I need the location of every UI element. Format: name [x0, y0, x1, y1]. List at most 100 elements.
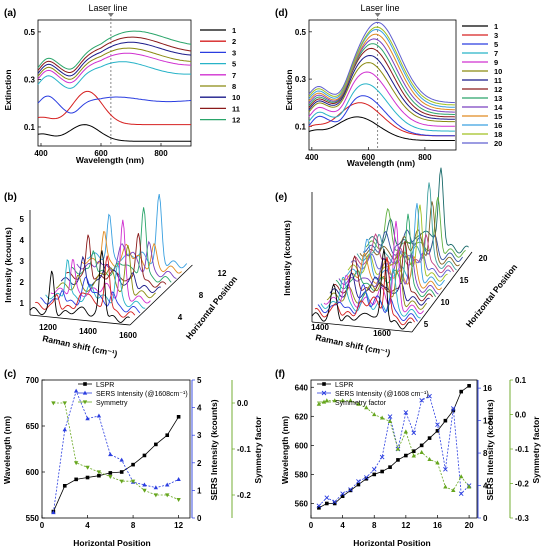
- data-point: [450, 406, 456, 411]
- y-tick-label: 0.3: [295, 75, 307, 84]
- y2-axis-label-c: SERS Intensity (kcounts): [209, 399, 219, 500]
- x-tick-label: 1400: [311, 323, 329, 332]
- position-plot-c: 0 4 8 12550600650700012345-0.2-0.10.0LSPRSE…: [26, 376, 252, 530]
- data-point: [372, 472, 377, 477]
- series-line-12: [308, 47, 455, 118]
- data-point: [356, 401, 361, 406]
- data-point: [62, 401, 67, 406]
- data-point: [411, 449, 416, 453]
- data-point: [459, 389, 463, 394]
- y3-tick-label: 0.0: [515, 411, 527, 420]
- legend-label-7: 7: [232, 71, 236, 80]
- spectrum-line-9: [335, 213, 436, 298]
- data-point: [466, 484, 472, 489]
- data-point: [435, 422, 440, 427]
- data-point: [108, 452, 113, 457]
- data-point: [153, 493, 159, 498]
- x-tick-label: 400: [305, 153, 319, 162]
- x-tick-label: 600: [362, 153, 376, 162]
- x-tick-label: 8: [372, 521, 377, 530]
- y-tick-label: 4: [20, 236, 25, 245]
- data-point: [154, 442, 158, 447]
- series-line-1: [308, 116, 455, 141]
- z-tick-label: 12: [218, 269, 227, 278]
- x-axis-label-b: Raman shift (cm⁻¹): [42, 333, 119, 359]
- spectrum-line-4: [45, 258, 146, 309]
- legend-label-5: 5: [494, 40, 498, 49]
- y3-tick-label: -0.1: [515, 445, 529, 454]
- series-line-5: [37, 61, 191, 89]
- data-point: [458, 491, 464, 496]
- data-point: [142, 453, 147, 458]
- extinction-plot-d: 400 600 800 0.1 0.3 0.5: [295, 13, 457, 162]
- x-tick-label: 1600: [373, 329, 391, 338]
- x-tick-label: 20: [465, 521, 474, 530]
- legend-label-20: 20: [494, 139, 502, 148]
- series-line-8: [37, 47, 192, 80]
- y3-tick-label: 0.0: [237, 399, 249, 408]
- data-point: [404, 453, 408, 458]
- series-line-1: [37, 124, 191, 142]
- data-point: [403, 429, 409, 434]
- data-point: [387, 414, 393, 419]
- series-line-2: [318, 400, 470, 491]
- data-point: [435, 429, 440, 433]
- x-tick-label: 12: [174, 521, 183, 530]
- data-point: [325, 501, 329, 506]
- data-point: [427, 456, 432, 461]
- y-tick-label: 620: [295, 412, 309, 421]
- data-point: [380, 469, 384, 474]
- legend-label-0: LSPR: [96, 382, 114, 389]
- y2-tick-label: 1: [197, 486, 202, 495]
- legend-label-10: 10: [232, 93, 240, 102]
- data-point: [443, 466, 448, 472]
- data-point: [419, 450, 424, 455]
- z-tick-label: 8: [199, 291, 204, 300]
- legend-label-11: 11: [494, 76, 502, 85]
- data-point: [85, 416, 90, 421]
- panel-c: (c) 0 4 8 12550600650700012345-0.2-0.10.0LS…: [2, 369, 263, 548]
- x-tick-label: 0: [309, 521, 314, 530]
- y2-tick-label: 0: [483, 514, 488, 523]
- data-point: [176, 476, 181, 481]
- x-tick-label: 1600: [119, 331, 137, 340]
- x-tick-label: 8: [131, 521, 136, 530]
- y-tick-label: 0.1: [24, 123, 36, 132]
- data-point: [51, 401, 56, 406]
- series-line-3: [37, 95, 192, 114]
- data-point: [451, 488, 456, 492]
- z-tick-label: 5: [424, 320, 429, 329]
- data-point: [427, 436, 432, 440]
- legend-marker-1: [82, 390, 88, 395]
- panel-label-b: (b): [4, 192, 17, 203]
- data-point: [411, 430, 417, 436]
- series-line-1: [53, 389, 179, 513]
- spectrum-line-8: [332, 240, 433, 302]
- y-axis-label-b: Intensity (kcounts): [3, 227, 13, 303]
- data-point: [340, 398, 345, 403]
- x-tick-label: 4: [340, 521, 345, 530]
- y-tick-label: 1: [20, 299, 25, 308]
- x-axis: [311, 321, 413, 333]
- panel-label-a: (a): [4, 8, 16, 19]
- data-point: [165, 493, 170, 498]
- data-point: [443, 418, 448, 423]
- data-point: [371, 466, 377, 472]
- data-point: [348, 487, 353, 492]
- spectrum-line-9: [71, 207, 172, 283]
- data-point: [316, 503, 322, 509]
- series-line-11: [37, 36, 192, 73]
- plot-frame: [310, 379, 478, 519]
- panel-label-f: (f): [275, 369, 285, 380]
- x-axis-label-f: Horizontal Position: [353, 538, 430, 548]
- y-axis-label-c: Wavelength (nm): [2, 416, 12, 484]
- data-point: [316, 401, 322, 406]
- data-point: [427, 393, 432, 399]
- series-line-7: [308, 83, 455, 132]
- data-point: [348, 488, 353, 493]
- data-point: [332, 499, 338, 505]
- data-point: [379, 415, 385, 420]
